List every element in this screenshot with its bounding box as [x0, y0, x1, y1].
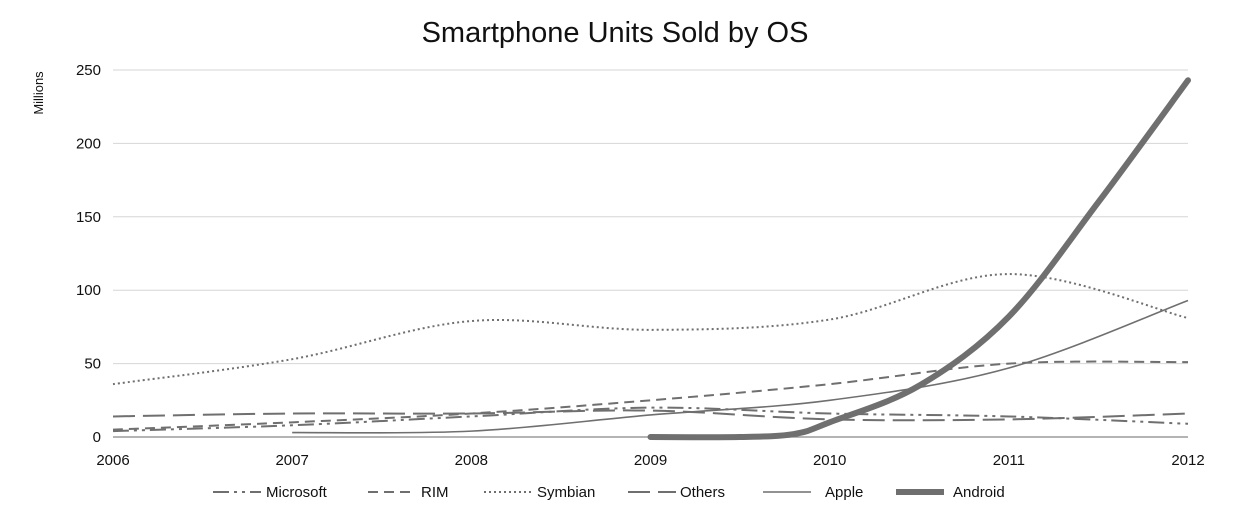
legend-label: Others [680, 484, 725, 501]
chart-title: Smartphone Units Sold by OS [422, 17, 809, 49]
x-tick-label: 2007 [275, 452, 308, 469]
legend-label: Symbian [537, 484, 595, 501]
y-axis-label: Millions [31, 71, 46, 115]
gridlines [113, 69, 1188, 365]
y-tick-label: 250 [76, 62, 101, 79]
x-tick-label: 2008 [455, 452, 488, 469]
legend-item-others: Others [628, 484, 725, 501]
y-tick-label: 50 [84, 356, 101, 373]
series-line-microsoft [112, 406, 1189, 433]
legend-label: Android [953, 484, 1005, 501]
x-tick-label: 2012 [1171, 452, 1204, 469]
series-line-rim [112, 360, 1189, 431]
legend-label: Microsoft [266, 484, 328, 501]
y-tick-label: 100 [76, 282, 101, 299]
y-tick-label: 0 [93, 429, 101, 446]
legend-item-rim: RIM [368, 484, 449, 501]
x-tick-label: 2006 [96, 452, 129, 469]
series-line-android [647, 77, 1191, 441]
legend-label: Apple [825, 484, 863, 501]
legend-item-microsoft: Microsoft [213, 484, 328, 501]
x-tick-label: 2010 [813, 452, 846, 469]
y-tick-label: 200 [76, 135, 101, 152]
series-line-apple [292, 299, 1189, 434]
legend-item-android: Android [896, 484, 1005, 501]
series-lines [112, 77, 1191, 441]
x-tick-label: 2011 [993, 452, 1025, 469]
y-tick-label: 150 [76, 209, 101, 226]
x-tick-label: 2009 [634, 452, 667, 469]
legend-item-apple: Apple [763, 484, 863, 501]
legend-label: RIM [421, 484, 449, 501]
series-line-symbian [112, 273, 1189, 386]
legend-item-symbian: Symbian [484, 484, 595, 501]
axes: 0 50 100 150 200 250 2006 2007 2008 2009 2010 2011 2… [76, 62, 1205, 469]
legend: Microsoft RIM Symbian Others Apple Android [213, 484, 1005, 501]
